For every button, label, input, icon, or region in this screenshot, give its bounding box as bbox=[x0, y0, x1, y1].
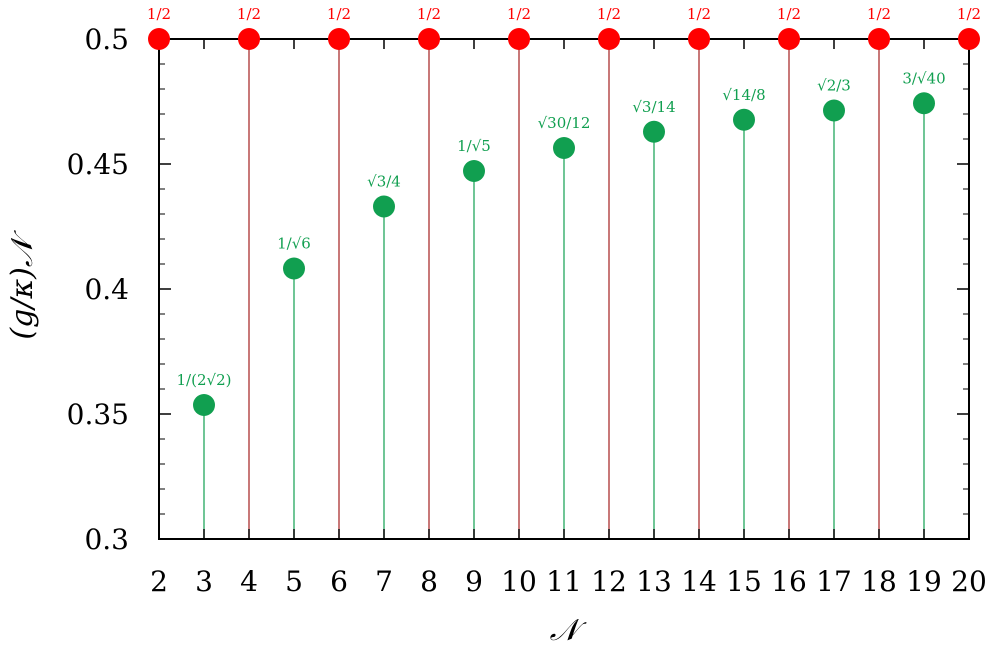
data-label: 3/√40 bbox=[902, 69, 945, 87]
data-point bbox=[328, 28, 350, 50]
x-tick-label: 5 bbox=[285, 565, 303, 598]
data-point bbox=[868, 28, 890, 50]
x-tick-label: 14 bbox=[681, 565, 717, 598]
data-label: 1/2 bbox=[417, 5, 441, 23]
data-label: 1/2 bbox=[777, 5, 801, 23]
stems-layer bbox=[158, 39, 970, 539]
x-axis-label: 𝒩 bbox=[550, 613, 588, 648]
x-tick-label: 13 bbox=[636, 565, 672, 598]
data-point bbox=[508, 28, 530, 50]
x-tick-label: 3 bbox=[195, 565, 213, 598]
data-point bbox=[733, 108, 755, 131]
data-label: 1/2 bbox=[597, 5, 621, 23]
data-point bbox=[823, 99, 845, 122]
x-tick-label: 9 bbox=[465, 565, 483, 598]
data-labels-layer: 1/2 1/2 1/2 1/2 1/2 1/2 1/2 1/2 1/2 1/2 1/(2√2) 1/√… bbox=[147, 5, 981, 389]
x-tick-label: 4 bbox=[240, 565, 258, 598]
data-label: 1/√6 bbox=[277, 235, 311, 253]
data-label: √14/8 bbox=[722, 86, 765, 104]
data-point bbox=[778, 28, 800, 50]
x-tick-label: 7 bbox=[375, 565, 393, 598]
x-tick-label: 17 bbox=[816, 565, 852, 598]
x-tick-label: 19 bbox=[906, 565, 942, 598]
data-label: √3/14 bbox=[632, 98, 675, 116]
y-tick-label: 0.4 bbox=[84, 273, 129, 306]
x-tick-label: 20 bbox=[951, 565, 987, 598]
data-point bbox=[193, 394, 215, 416]
data-point bbox=[688, 28, 710, 50]
data-point bbox=[418, 28, 440, 50]
x-tick-label: 11 bbox=[546, 565, 582, 598]
data-label: 1/2 bbox=[687, 5, 711, 23]
data-point bbox=[913, 92, 935, 115]
data-label: 1/2 bbox=[957, 5, 981, 23]
data-point bbox=[238, 28, 260, 50]
data-point bbox=[958, 28, 980, 50]
x-tick-label: 6 bbox=[330, 565, 348, 598]
points-layer bbox=[148, 28, 980, 416]
y-tick-label: 0.45 bbox=[67, 148, 129, 181]
data-point bbox=[598, 28, 620, 50]
data-label: 1/2 bbox=[237, 5, 261, 23]
x-tick-label: 10 bbox=[501, 565, 537, 598]
data-point bbox=[643, 120, 665, 143]
data-point bbox=[148, 28, 170, 50]
y-axis-label: (g/κ)𝒩 bbox=[5, 229, 40, 339]
y-tick-label: 0.35 bbox=[67, 398, 129, 431]
data-label: √30/12 bbox=[538, 114, 591, 132]
x-tick-label: 2 bbox=[150, 565, 168, 598]
y-tick-label: 0.3 bbox=[84, 523, 129, 556]
x-tick-label: 8 bbox=[420, 565, 438, 598]
data-label: 1/2 bbox=[867, 5, 891, 23]
data-point bbox=[283, 257, 305, 280]
data-point bbox=[373, 195, 395, 218]
data-point bbox=[463, 160, 485, 182]
x-tick-label: 15 bbox=[726, 565, 762, 598]
data-label: 1/√5 bbox=[457, 137, 491, 155]
x-tick-label: 12 bbox=[591, 565, 627, 598]
y-tick-label: 0.5 bbox=[84, 23, 129, 56]
x-tick-label: 16 bbox=[771, 565, 807, 598]
data-label: 1/2 bbox=[327, 5, 351, 23]
data-label: √2/3 bbox=[817, 77, 851, 95]
data-label: 1/(2√2) bbox=[177, 371, 232, 389]
data-label: 1/2 bbox=[147, 5, 171, 23]
x-tick-label: 18 bbox=[861, 565, 897, 598]
ticks-layer: 2 3 4 5 6 7 8 9 10 11 12 13 14 15 16 17 18 19 20 0.3 0.35 0.4… bbox=[67, 23, 987, 598]
data-label: √3/4 bbox=[367, 173, 401, 191]
data-label: 1/2 bbox=[507, 5, 531, 23]
data-point bbox=[553, 137, 575, 159]
